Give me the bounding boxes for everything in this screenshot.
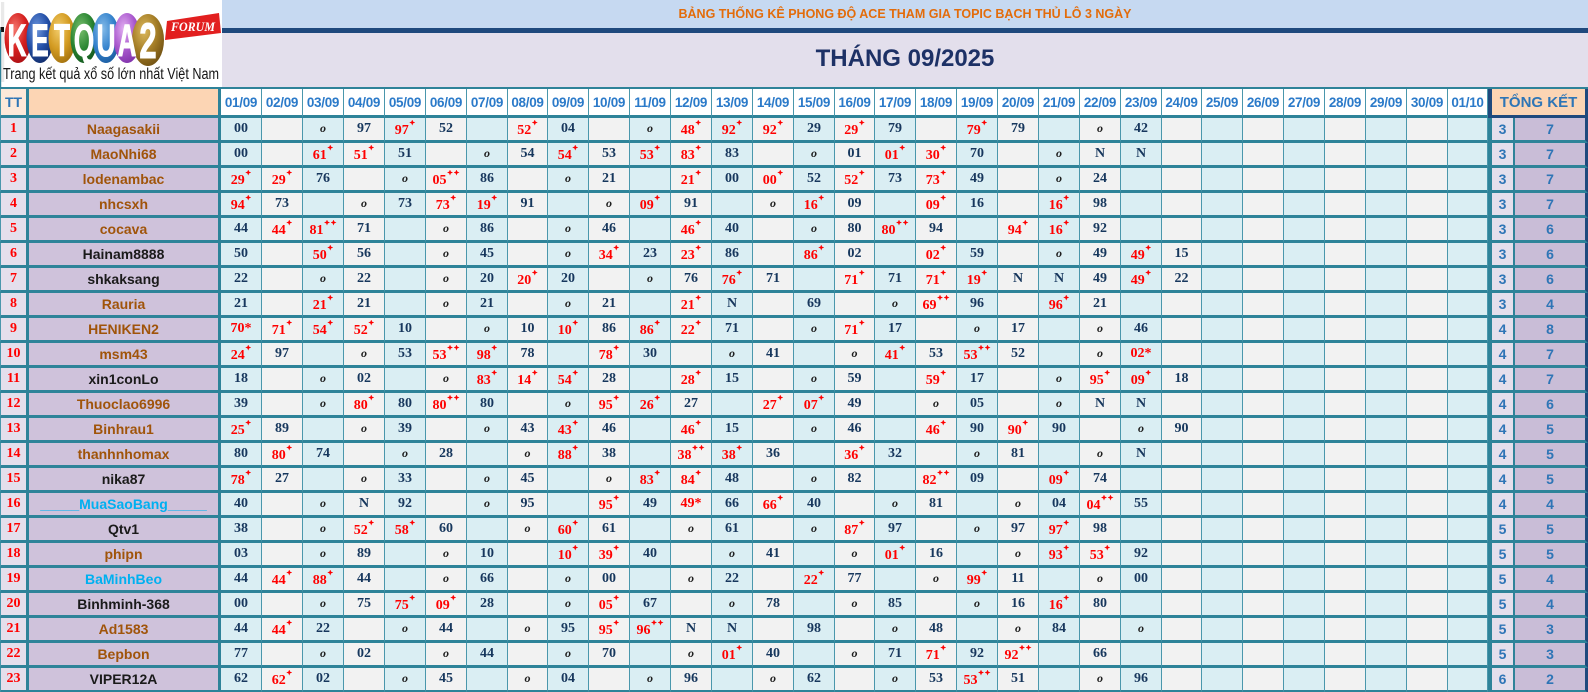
svg-text:K: K [8, 16, 27, 66]
svg-text:A: A [118, 16, 137, 66]
svg-text:Trang kết quả xổ số lớn nhất V: Trang kết quả xổ số lớn nhất Việt Nam [3, 66, 219, 83]
svg-text:U: U [97, 16, 116, 66]
svg-text:FORUM: FORUM [170, 19, 215, 34]
svg-text:E: E [31, 16, 48, 66]
svg-text:2: 2 [139, 12, 156, 68]
svg-text:T: T [54, 16, 70, 66]
svg-text:Q: Q [74, 16, 94, 66]
